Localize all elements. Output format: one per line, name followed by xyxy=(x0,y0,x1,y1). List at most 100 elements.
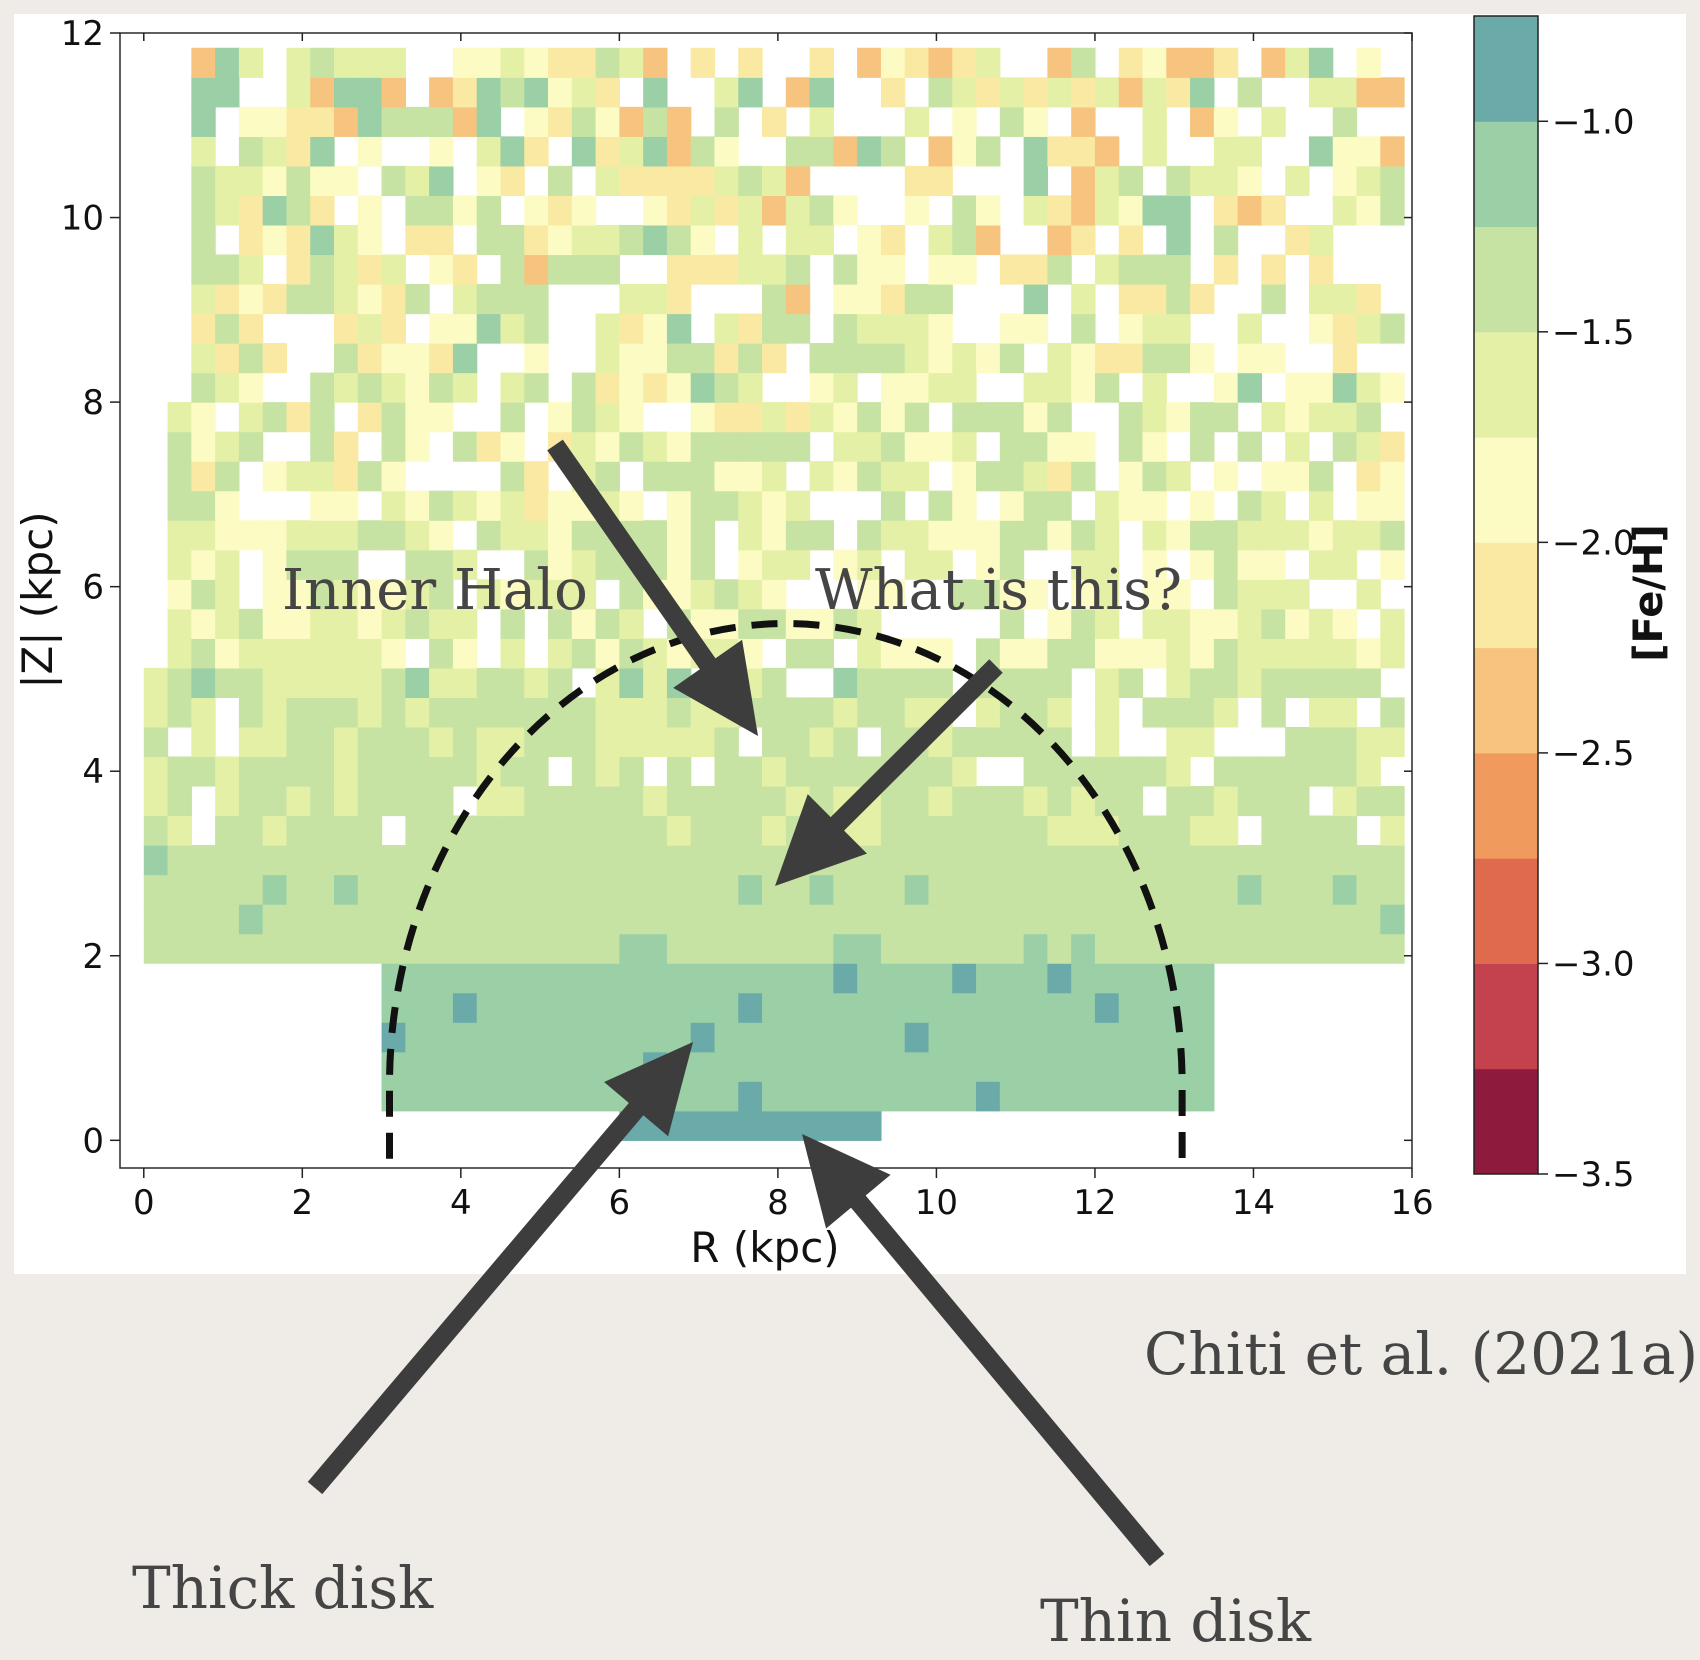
heatmap-cell xyxy=(1285,47,1310,78)
heatmap-cell xyxy=(548,933,573,964)
heatmap-cell xyxy=(1213,756,1239,787)
heatmap-cell xyxy=(215,815,240,846)
heatmap-cell xyxy=(738,963,763,994)
heatmap-cell xyxy=(571,815,597,846)
heatmap-cell xyxy=(785,136,811,167)
heatmap-cell xyxy=(452,47,478,78)
heatmap-cell xyxy=(1142,992,1167,1023)
heatmap-cell xyxy=(215,874,240,905)
heatmap-cell xyxy=(334,431,359,462)
heatmap-cell xyxy=(1237,638,1262,669)
heatmap-cell xyxy=(952,726,977,758)
heatmap-cell xyxy=(1190,874,1215,905)
heatmap-cell xyxy=(429,963,454,994)
heatmap-cell xyxy=(1142,490,1167,521)
heatmap-cell xyxy=(738,1022,763,1053)
heatmap-cell xyxy=(286,136,311,167)
heatmap-cell xyxy=(809,77,834,108)
heatmap-cell xyxy=(666,195,692,226)
heatmap-cell xyxy=(1261,608,1286,639)
heatmap-cell xyxy=(452,904,478,935)
heatmap-cell xyxy=(1118,785,1144,817)
heatmap-cell xyxy=(1047,667,1072,698)
heatmap-cell xyxy=(1190,638,1215,669)
heatmap-cell xyxy=(1332,904,1358,935)
heatmap-cell xyxy=(429,520,454,551)
heatmap-cell xyxy=(500,313,525,344)
heatmap-cell xyxy=(1094,165,1120,197)
heatmap-cell xyxy=(215,845,240,876)
heatmap-cell xyxy=(524,992,549,1023)
heatmap-cell xyxy=(238,608,264,639)
heatmap-cell xyxy=(405,963,430,994)
heatmap-cell xyxy=(1261,667,1286,698)
heatmap-cell xyxy=(334,343,359,374)
heatmap-cell xyxy=(334,520,359,551)
y-tick-label: 6 xyxy=(82,568,104,608)
heatmap-cell xyxy=(476,106,502,137)
heatmap-cell xyxy=(880,520,906,551)
heatmap-cell xyxy=(429,77,454,108)
heatmap-cell xyxy=(1166,313,1191,344)
heatmap-cell xyxy=(857,313,882,344)
heatmap-cell xyxy=(1094,667,1120,698)
heatmap-cell xyxy=(1356,77,1381,108)
heatmap-cell xyxy=(215,343,240,374)
heatmap-cell xyxy=(928,520,953,551)
heatmap-cell xyxy=(666,697,692,728)
heatmap-cell xyxy=(619,224,644,256)
heatmap-cell xyxy=(405,579,430,610)
heatmap-cell xyxy=(714,461,739,492)
heatmap-cell xyxy=(310,165,335,197)
heatmap-cell xyxy=(785,638,811,669)
heatmap-cell xyxy=(928,372,953,403)
heatmap-cell xyxy=(476,667,502,698)
heatmap-cell xyxy=(833,461,858,492)
heatmap-cell xyxy=(690,195,716,226)
heatmap-cell xyxy=(690,402,716,433)
heatmap-cell xyxy=(143,697,169,728)
heatmap-cell xyxy=(976,933,1001,964)
heatmap-cell xyxy=(714,815,739,846)
heatmap-cell xyxy=(1118,904,1144,935)
heatmap-cell xyxy=(1261,490,1286,521)
colorbar-tick-label: −1.5 xyxy=(1552,313,1635,353)
y-axis-ticks: 0 2 4 6 8 10 12 xyxy=(61,14,1412,1161)
heatmap-cell xyxy=(452,549,478,580)
heatmap-cell xyxy=(143,874,169,905)
heatmap-cell xyxy=(452,992,478,1023)
heatmap-cell xyxy=(1261,47,1286,78)
heatmap-cell xyxy=(1261,815,1286,846)
heatmap-cell xyxy=(999,461,1025,492)
heatmap-cell xyxy=(334,579,359,610)
heatmap-cell xyxy=(1237,343,1262,374)
heatmap-cell xyxy=(381,372,406,403)
heatmap-cell xyxy=(548,726,573,758)
heatmap-cell xyxy=(762,402,787,433)
heatmap-cell xyxy=(452,608,478,639)
heatmap-cell xyxy=(238,667,264,698)
heatmap-cell xyxy=(1308,756,1334,787)
colorbar-segment xyxy=(1474,752,1538,859)
heatmap-cell xyxy=(857,697,882,728)
heatmap-cell xyxy=(1213,667,1239,698)
heatmap-cell xyxy=(762,461,787,492)
heatmap-cell xyxy=(738,224,763,256)
heatmap-cell xyxy=(238,254,264,285)
heatmap-cell xyxy=(1118,343,1144,374)
heatmap-cell xyxy=(976,845,1001,876)
heatmap-cell xyxy=(524,933,549,964)
heatmap-cell xyxy=(334,874,359,905)
heatmap-cell xyxy=(833,667,858,698)
heatmap-cell xyxy=(1380,165,1405,197)
heatmap-cell xyxy=(1071,461,1096,492)
heatmap-cell xyxy=(215,313,240,344)
heatmap-cell xyxy=(880,667,906,698)
heatmap-cell xyxy=(476,904,502,935)
heatmap-cell xyxy=(381,283,406,315)
heatmap-cell xyxy=(1142,47,1167,78)
heatmap-cell xyxy=(1047,343,1072,374)
heatmap-cell xyxy=(738,520,763,551)
heatmap-cell xyxy=(1332,726,1358,758)
what-is-this-arrow-shaft xyxy=(826,659,1003,835)
